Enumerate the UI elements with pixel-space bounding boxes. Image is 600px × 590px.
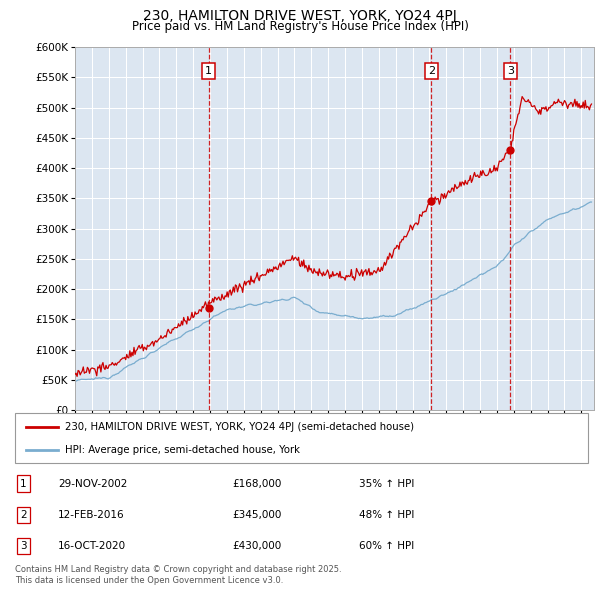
Text: 29-NOV-2002: 29-NOV-2002 (58, 478, 127, 489)
Text: Contains HM Land Registry data © Crown copyright and database right 2025.
This d: Contains HM Land Registry data © Crown c… (15, 565, 341, 585)
Text: HPI: Average price, semi-detached house, York: HPI: Average price, semi-detached house,… (65, 445, 301, 455)
Text: 35% ↑ HPI: 35% ↑ HPI (359, 478, 414, 489)
Text: 230, HAMILTON DRIVE WEST, YORK, YO24 4PJ (semi-detached house): 230, HAMILTON DRIVE WEST, YORK, YO24 4PJ… (65, 421, 415, 431)
Text: 230, HAMILTON DRIVE WEST, YORK, YO24 4PJ: 230, HAMILTON DRIVE WEST, YORK, YO24 4PJ (143, 9, 457, 23)
Text: 1: 1 (20, 478, 27, 489)
Text: £168,000: £168,000 (233, 478, 282, 489)
Text: 60% ↑ HPI: 60% ↑ HPI (359, 541, 414, 551)
Text: 2: 2 (20, 510, 27, 520)
Text: 1: 1 (205, 66, 212, 76)
Text: Price paid vs. HM Land Registry's House Price Index (HPI): Price paid vs. HM Land Registry's House … (131, 20, 469, 33)
Text: 12-FEB-2016: 12-FEB-2016 (58, 510, 125, 520)
FancyBboxPatch shape (15, 413, 588, 463)
Text: 48% ↑ HPI: 48% ↑ HPI (359, 510, 414, 520)
Text: £345,000: £345,000 (233, 510, 282, 520)
Text: 2: 2 (428, 66, 435, 76)
Text: 3: 3 (20, 541, 27, 551)
Text: 16-OCT-2020: 16-OCT-2020 (58, 541, 126, 551)
Text: 3: 3 (507, 66, 514, 76)
Text: £430,000: £430,000 (233, 541, 282, 551)
